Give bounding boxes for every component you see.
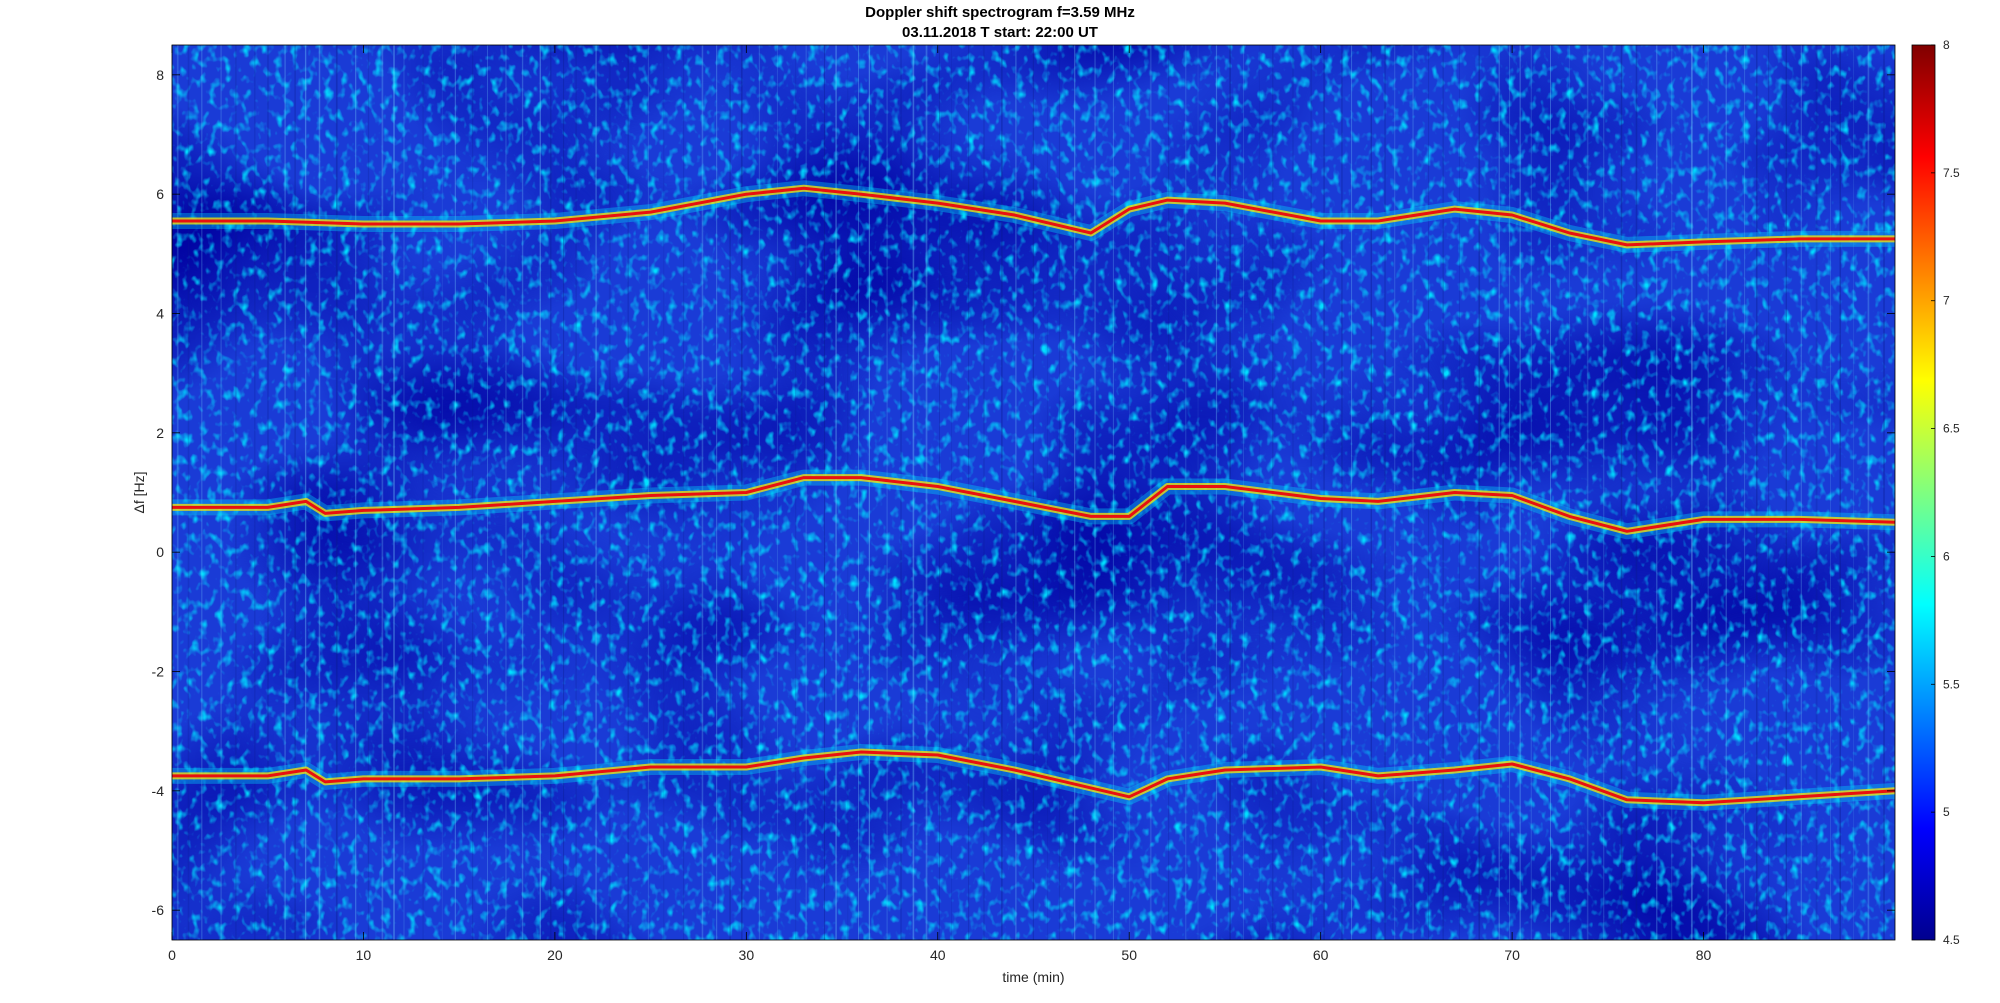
plot-frame [171,44,1896,941]
y-tick-label: -2 [152,664,165,680]
colorbar: 4.5 5 5.5 6 6.5 7 7.5 8 [1911,38,1960,947]
x-tick-label: 40 [930,947,946,963]
colorbar-gradient [1911,44,1936,941]
x-tick-label: 20 [547,947,563,963]
colorbar-tick-label: 5 [1943,805,1950,819]
x-tick-label: 60 [1313,947,1329,963]
doppler-trace-3 [172,744,1895,811]
colorbar-tick-label: 7.5 [1943,166,1960,180]
trace-line [172,476,1895,533]
x-tick-label: 10 [356,947,372,963]
colorbar-tick-label: 6 [1943,549,1950,563]
y-tick-label: 4 [156,306,164,322]
colorbar-tick-label: 5.5 [1943,677,1960,691]
trace-line [172,186,1895,247]
trace-line [172,750,1895,805]
y-tick-label: -4 [152,783,165,799]
x-tick-label: 80 [1696,947,1712,963]
x-tick-label: 50 [1121,947,1137,963]
chart-subtitle: 03.11.2018 T start: 22:00 UT [902,24,1098,41]
x-tick-label: 0 [168,947,176,963]
colorbar-tick-label: 6.5 [1943,422,1960,436]
colorbar-tick-label: 8 [1943,38,1950,52]
y-tick-label: 0 [156,544,164,560]
x-tick-label: 70 [1504,947,1520,963]
x-axis-label: time (min) [1002,969,1064,985]
x-axis: 0 10 20 30 40 50 60 70 80 [168,45,1712,963]
plot-area [172,45,1895,940]
x-tick-label: 30 [739,947,755,963]
doppler-trace-1 [172,180,1895,253]
y-tick-label: 2 [156,425,164,441]
doppler-trace-2 [172,469,1895,540]
y-tick-label: 6 [156,186,164,202]
y-tick-label: 8 [156,67,164,83]
colorbar-ticks: 4.5 5 5.5 6 6.5 7 7.5 8 [1931,38,1960,947]
y-tick-label: -6 [152,902,165,918]
colorbar-tick-label: 7 [1943,294,1950,308]
chart-title: Doppler shift spectrogram f=3.59 MHz [865,4,1135,21]
y-axis: -6 -4 -2 0 2 4 6 8 [152,67,1895,918]
colorbar-tick-label: 4.5 [1943,933,1960,947]
y-axis-label: Δf [Hz] [131,471,147,513]
doppler-traces [172,180,1895,811]
